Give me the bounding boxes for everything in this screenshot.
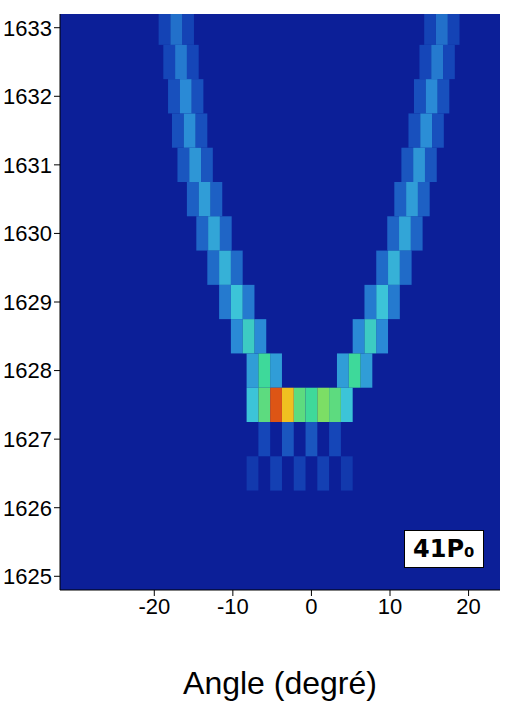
svg-text:1633: 1633	[3, 16, 52, 41]
svg-text:1625: 1625	[3, 564, 52, 589]
svg-text:Angle (degré): Angle (degré)	[183, 665, 377, 701]
svg-text:0: 0	[305, 594, 317, 619]
svg-text:1627: 1627	[3, 427, 52, 452]
svg-text:1631: 1631	[3, 153, 52, 178]
svg-text:1626: 1626	[3, 496, 52, 521]
svg-text:1628: 1628	[3, 358, 52, 383]
svg-text:1629: 1629	[3, 290, 52, 315]
svg-text:-20: -20	[138, 594, 170, 619]
svg-text:1630: 1630	[3, 221, 52, 246]
svg-text:-10: -10	[217, 594, 249, 619]
html-text:41P₀: 41P₀	[413, 535, 475, 563]
svg-text:1632: 1632	[3, 84, 52, 109]
svg-text:20: 20	[456, 594, 480, 619]
svg-text:10: 10	[378, 594, 402, 619]
